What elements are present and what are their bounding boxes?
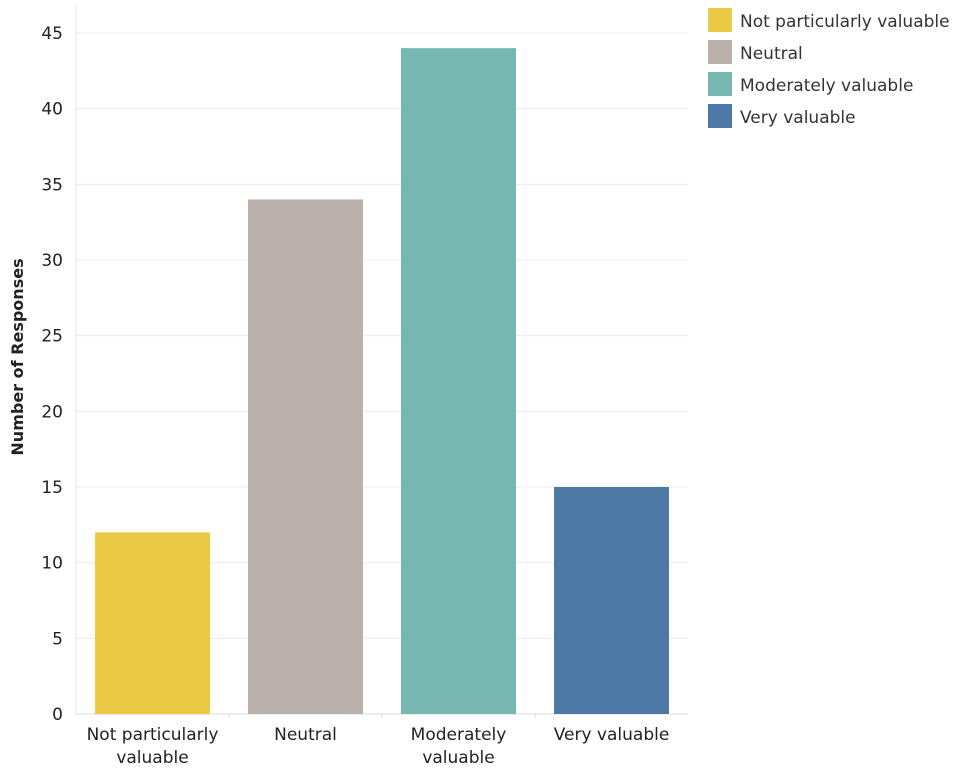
y-tick-label: 10 — [41, 554, 63, 574]
legend-label: Not particularly valuable — [740, 12, 950, 32]
y-tick-label: 45 — [41, 24, 63, 44]
bars — [95, 48, 669, 714]
x-tick-label: Moderately — [411, 725, 507, 745]
category-labels: Not particularly valuable Neutral Moderatel… — [87, 725, 670, 768]
legend-swatch — [708, 72, 732, 96]
legend-label: Very valuable — [740, 108, 856, 128]
x-tick-label: Neutral — [274, 725, 337, 745]
legend-swatch — [708, 104, 732, 128]
x-tick-label: valuable — [116, 748, 188, 768]
legend-swatch — [708, 8, 732, 32]
y-tick-label: 0 — [52, 705, 63, 725]
bar — [554, 487, 669, 714]
y-tick-label: 20 — [41, 402, 63, 422]
y-tick-label: 15 — [41, 478, 63, 498]
y-axis-title: Number of Responses — [8, 258, 27, 455]
legend-label: Moderately valuable — [740, 76, 913, 96]
bar — [401, 48, 516, 714]
bar — [248, 199, 363, 714]
x-tick-label: Not particularly — [87, 725, 219, 745]
legend-label: Neutral — [740, 44, 803, 64]
legend: Not particularly valuable Neutral Moderate… — [708, 8, 950, 128]
y-tick-label: 30 — [41, 251, 63, 271]
y-tick-label: 25 — [41, 327, 63, 347]
y-tick-labels: 0 5 10 15 20 25 30 35 40 45 — [41, 24, 63, 725]
y-tick-label: 35 — [41, 175, 63, 195]
x-tick-label: valuable — [422, 748, 494, 768]
bar — [95, 532, 210, 714]
y-tick-label: 5 — [52, 629, 63, 649]
x-tick-label: Very valuable — [554, 725, 670, 745]
legend-swatch — [708, 40, 732, 64]
y-tick-label: 40 — [41, 100, 63, 120]
